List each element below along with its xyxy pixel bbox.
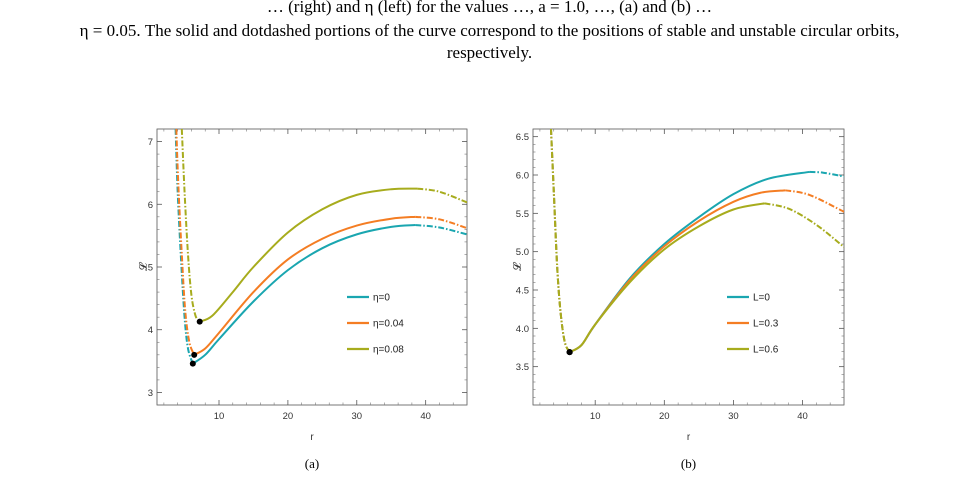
series-unstable-outer (764, 202, 844, 248)
y-axis-label: 𝓛 (137, 261, 150, 271)
plot-frame (156, 128, 468, 406)
y-tick-label: 7 (148, 137, 153, 148)
isco-marker (566, 349, 573, 356)
legend: L=0 L=0.3 L=0.6 (727, 293, 779, 356)
caption-line-1: … (right) and η (left) for the values …,… (266, 0, 713, 16)
y-tick-label: 5 (148, 263, 153, 274)
plot-frame (532, 128, 845, 406)
y-axis-label: 𝓛 (511, 261, 524, 271)
x-tick-label: 10 (590, 411, 601, 422)
x-tick-label: 40 (420, 411, 431, 422)
legend-label: η=0 (373, 293, 390, 304)
legend-label: L=0 (753, 293, 770, 304)
y-tick-label: 3.5 (516, 362, 529, 373)
series-unstable-inner (180, 129, 201, 323)
series-unstable-inner (175, 129, 196, 356)
series-unstable-inner (549, 129, 571, 353)
series-unstable-outer (809, 170, 844, 178)
panel-sublabel: (a) (305, 456, 319, 471)
x-axis-label: r (687, 432, 691, 443)
legend-label: η=0.08 (373, 345, 404, 356)
series-unstable-outer (785, 189, 844, 213)
y-tick-label: 4.5 (516, 286, 529, 297)
isco-marker (189, 360, 196, 367)
x-tick-label: 30 (351, 411, 362, 422)
series-stable (199, 187, 418, 323)
legend-label: L=0.6 (753, 345, 779, 356)
caption-line-3: respectively. (446, 43, 533, 62)
x-tick-label: 30 (728, 411, 739, 422)
chart-panel-b: 10 20 30 403.54.04.55.05.56.06.5r𝓛(b)L=0L=0… (511, 128, 845, 471)
chart-panel-a: 10 20 30 40 3 4 5 6 7 r 𝓛 (a) η=0 η=0.04 η=0.08 (137, 128, 468, 471)
curves (174, 129, 467, 365)
y-tick-label: 5.5 (516, 209, 529, 220)
y-tick-label: 5.0 (516, 247, 529, 258)
isco-marker (196, 318, 203, 325)
y-tick-label: 4.0 (516, 324, 529, 335)
y-tick-label: 4 (148, 325, 153, 336)
y-tick-label: 6.5 (516, 132, 529, 143)
series-unstable-outer (415, 215, 467, 230)
legend-label: L=0.3 (753, 319, 779, 330)
series-unstable-outer (415, 223, 467, 236)
isco-marker (191, 351, 198, 358)
series-stable (569, 202, 765, 353)
legend: η=0 η=0.04 η=0.08 (347, 293, 404, 356)
curves (549, 129, 844, 353)
legend-label: η=0.04 (373, 319, 404, 330)
series-stable (192, 223, 416, 365)
x-axis-label: r (310, 432, 314, 443)
x-tick-label: 10 (214, 411, 225, 422)
y-tick-label: 6.0 (516, 171, 529, 182)
y-tick-label: 3 (148, 388, 153, 399)
x-tick-label: 20 (659, 411, 670, 422)
caption-line-2: η = 0.05. The solid and dotdashed portio… (79, 21, 900, 40)
series-stable (193, 215, 416, 356)
panel-sublabel: (b) (681, 456, 696, 471)
y-tick-label: 6 (148, 200, 153, 211)
x-tick-label: 20 (283, 411, 294, 422)
series-unstable-outer (417, 187, 467, 204)
x-tick-label: 40 (797, 411, 808, 422)
